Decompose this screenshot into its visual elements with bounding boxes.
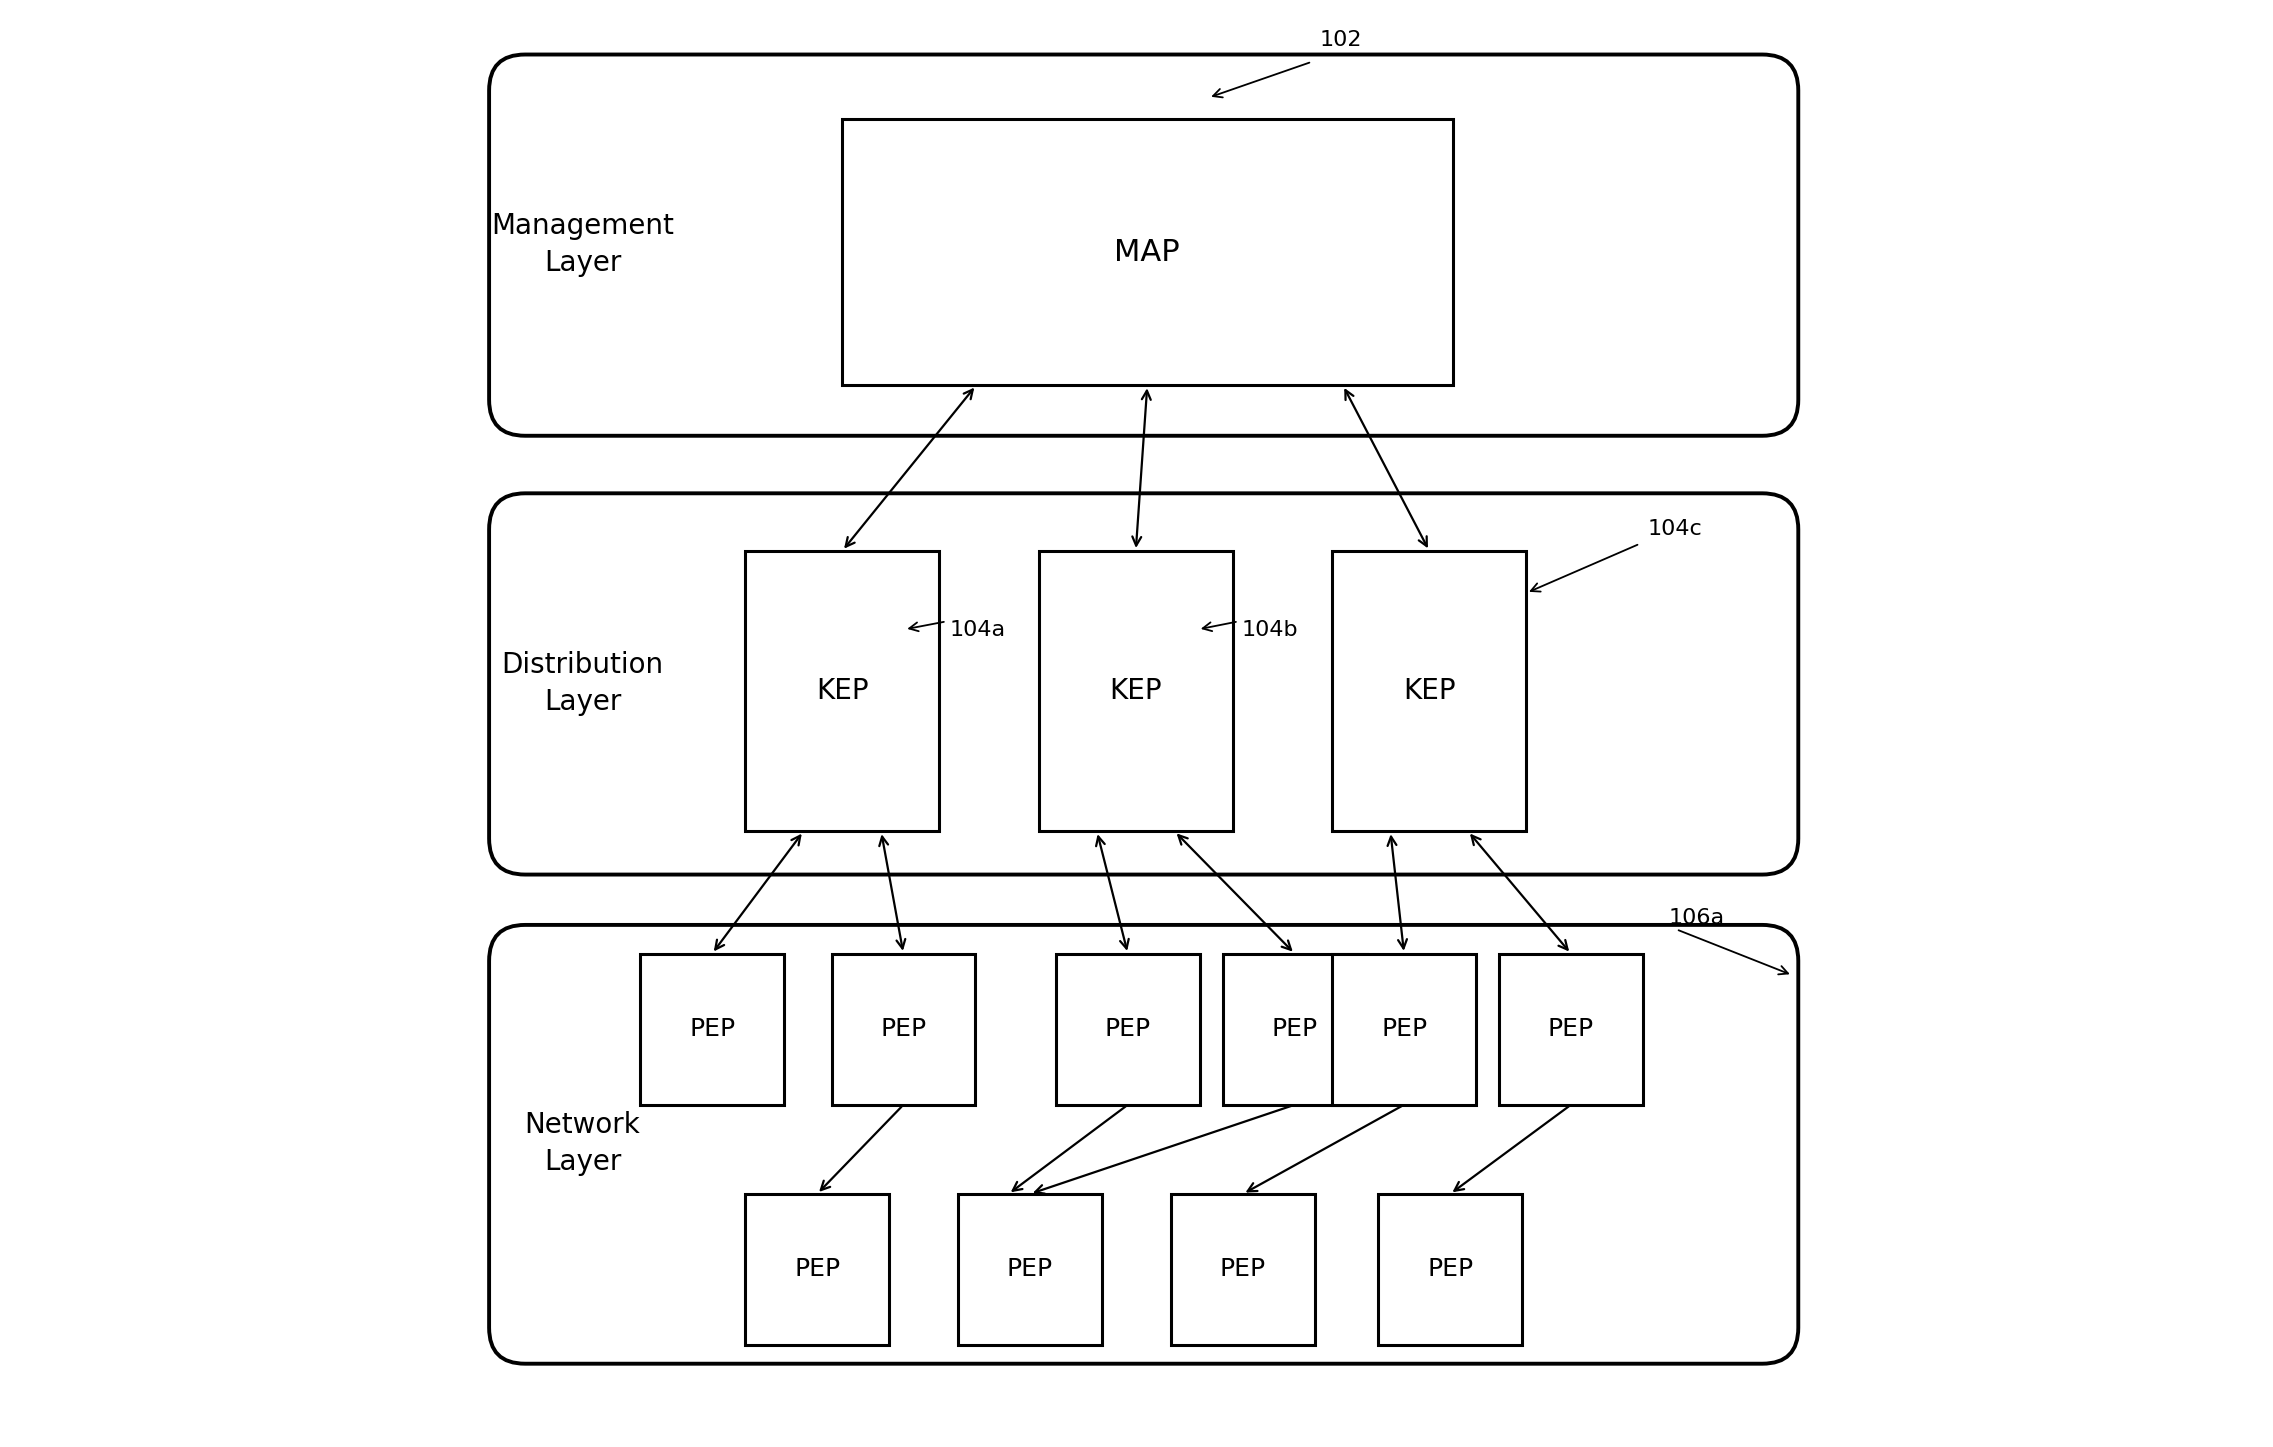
- Text: PEP: PEP: [1548, 1017, 1593, 1042]
- Text: Management
Layer: Management Layer: [491, 213, 675, 276]
- Text: PEP: PEP: [793, 1257, 841, 1282]
- Text: 104b: 104b: [1241, 619, 1298, 640]
- Text: PEP: PEP: [1105, 1017, 1150, 1042]
- FancyBboxPatch shape: [489, 493, 1798, 874]
- Bar: [1500, 954, 1643, 1104]
- Text: PEP: PEP: [1221, 1257, 1266, 1282]
- Bar: [832, 954, 975, 1104]
- Bar: [746, 1194, 889, 1346]
- FancyBboxPatch shape: [489, 55, 1798, 436]
- Bar: [1171, 1194, 1314, 1346]
- Bar: [1057, 954, 1200, 1104]
- Text: PEP: PEP: [880, 1017, 927, 1042]
- Bar: [641, 954, 784, 1104]
- Text: PEP: PEP: [1007, 1257, 1052, 1282]
- Text: 106a: 106a: [1668, 907, 1725, 928]
- Text: 104a: 104a: [950, 619, 1005, 640]
- Bar: [1039, 551, 1232, 832]
- Text: KEP: KEP: [816, 677, 868, 705]
- Text: Distribution
Layer: Distribution Layer: [502, 651, 664, 716]
- Bar: [1377, 1194, 1523, 1346]
- FancyBboxPatch shape: [489, 925, 1798, 1363]
- Text: PEP: PEP: [1382, 1017, 1427, 1042]
- Text: PEP: PEP: [689, 1017, 734, 1042]
- Text: Network
Layer: Network Layer: [525, 1111, 641, 1176]
- Bar: [1332, 551, 1527, 832]
- Text: MAP: MAP: [1114, 237, 1180, 266]
- Bar: [841, 119, 1452, 385]
- Bar: [1223, 954, 1366, 1104]
- Text: PEP: PEP: [1427, 1257, 1473, 1282]
- Text: 102: 102: [1318, 30, 1362, 51]
- Text: KEP: KEP: [1109, 677, 1162, 705]
- Bar: [1332, 954, 1475, 1104]
- Text: KEP: KEP: [1402, 677, 1455, 705]
- Text: 104c: 104c: [1648, 519, 1702, 540]
- Bar: [959, 1194, 1102, 1346]
- Bar: [746, 551, 939, 832]
- Text: PEP: PEP: [1271, 1017, 1318, 1042]
